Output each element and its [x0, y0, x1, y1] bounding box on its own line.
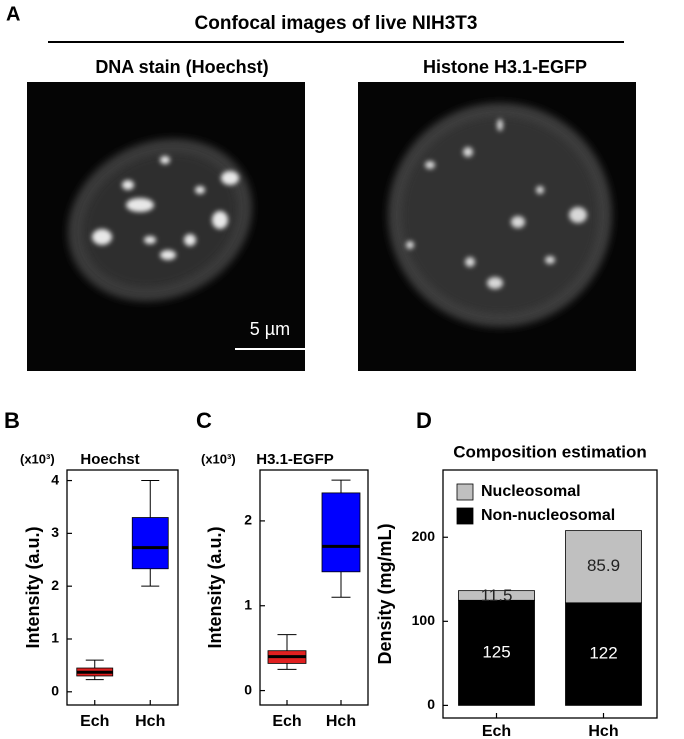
chart-title: Composition estimation [453, 442, 647, 461]
bar-segment [565, 530, 642, 604]
value-label: 125 [482, 642, 510, 661]
panel-letter: A [6, 3, 20, 25]
bar-segment [458, 590, 535, 601]
value-label: 122 [589, 644, 617, 663]
image-label: DNA stain (Hoechst) [95, 57, 268, 77]
axis-multiplier: (x10³) [20, 451, 55, 466]
legend-label: Nucleosomal [481, 483, 581, 500]
chart-title: H3.1-EGFP [256, 451, 334, 468]
y-tick-label: 4 [51, 471, 59, 487]
y-tick-label: 0 [427, 696, 435, 712]
bar-segment [565, 602, 642, 706]
value-label: 11.5 [481, 586, 513, 605]
panel-title: Confocal images of live NIH3T3 [195, 13, 478, 34]
panel-letter: D [416, 408, 432, 433]
y-tick-label: 1 [51, 630, 59, 646]
y-axis-label: Intensity (a.u.) [23, 526, 43, 648]
y-tick-label: 0 [51, 683, 59, 699]
box [131, 517, 169, 570]
x-tick-label: Hch [588, 723, 618, 739]
y-tick-label: 0 [244, 681, 252, 697]
legend-swatch [456, 483, 474, 501]
y-axis-label: Density (mg/mL) [375, 523, 395, 664]
panel-letter: C [196, 408, 212, 433]
value-label: 85.9 [587, 556, 620, 575]
image-label: Histone H3.1-EGFP [423, 57, 587, 77]
plot-frame [259, 469, 369, 706]
y-tick-label: 100 [412, 612, 436, 628]
y-tick-label: 1 [244, 596, 252, 612]
legend-swatch [456, 507, 474, 525]
y-tick-label: 200 [412, 528, 436, 544]
y-tick-label: 2 [244, 512, 252, 528]
x-tick-label: Hch [326, 713, 356, 730]
legend-label: Non-nucleosomal [481, 507, 615, 524]
micrograph [27, 82, 305, 371]
axis-multiplier: (x10³) [201, 451, 236, 466]
y-axis-label: Intensity (a.u.) [205, 526, 225, 648]
y-tick-label: 2 [51, 577, 59, 593]
x-tick-label: Ech [482, 723, 511, 739]
plot-frame [442, 469, 658, 719]
plot-frame [66, 469, 179, 706]
scale-bar-label: 5 µm [250, 319, 290, 339]
x-tick-label: Hch [135, 713, 165, 730]
bar-segment [458, 599, 535, 706]
box [321, 492, 361, 573]
chart-title: Hoechst [80, 451, 139, 468]
x-tick-label: Ech [272, 713, 301, 730]
x-tick-label: Ech [80, 713, 109, 730]
micrograph [358, 82, 636, 371]
y-tick-label: 3 [51, 524, 59, 540]
panel-letter: B [4, 408, 20, 433]
